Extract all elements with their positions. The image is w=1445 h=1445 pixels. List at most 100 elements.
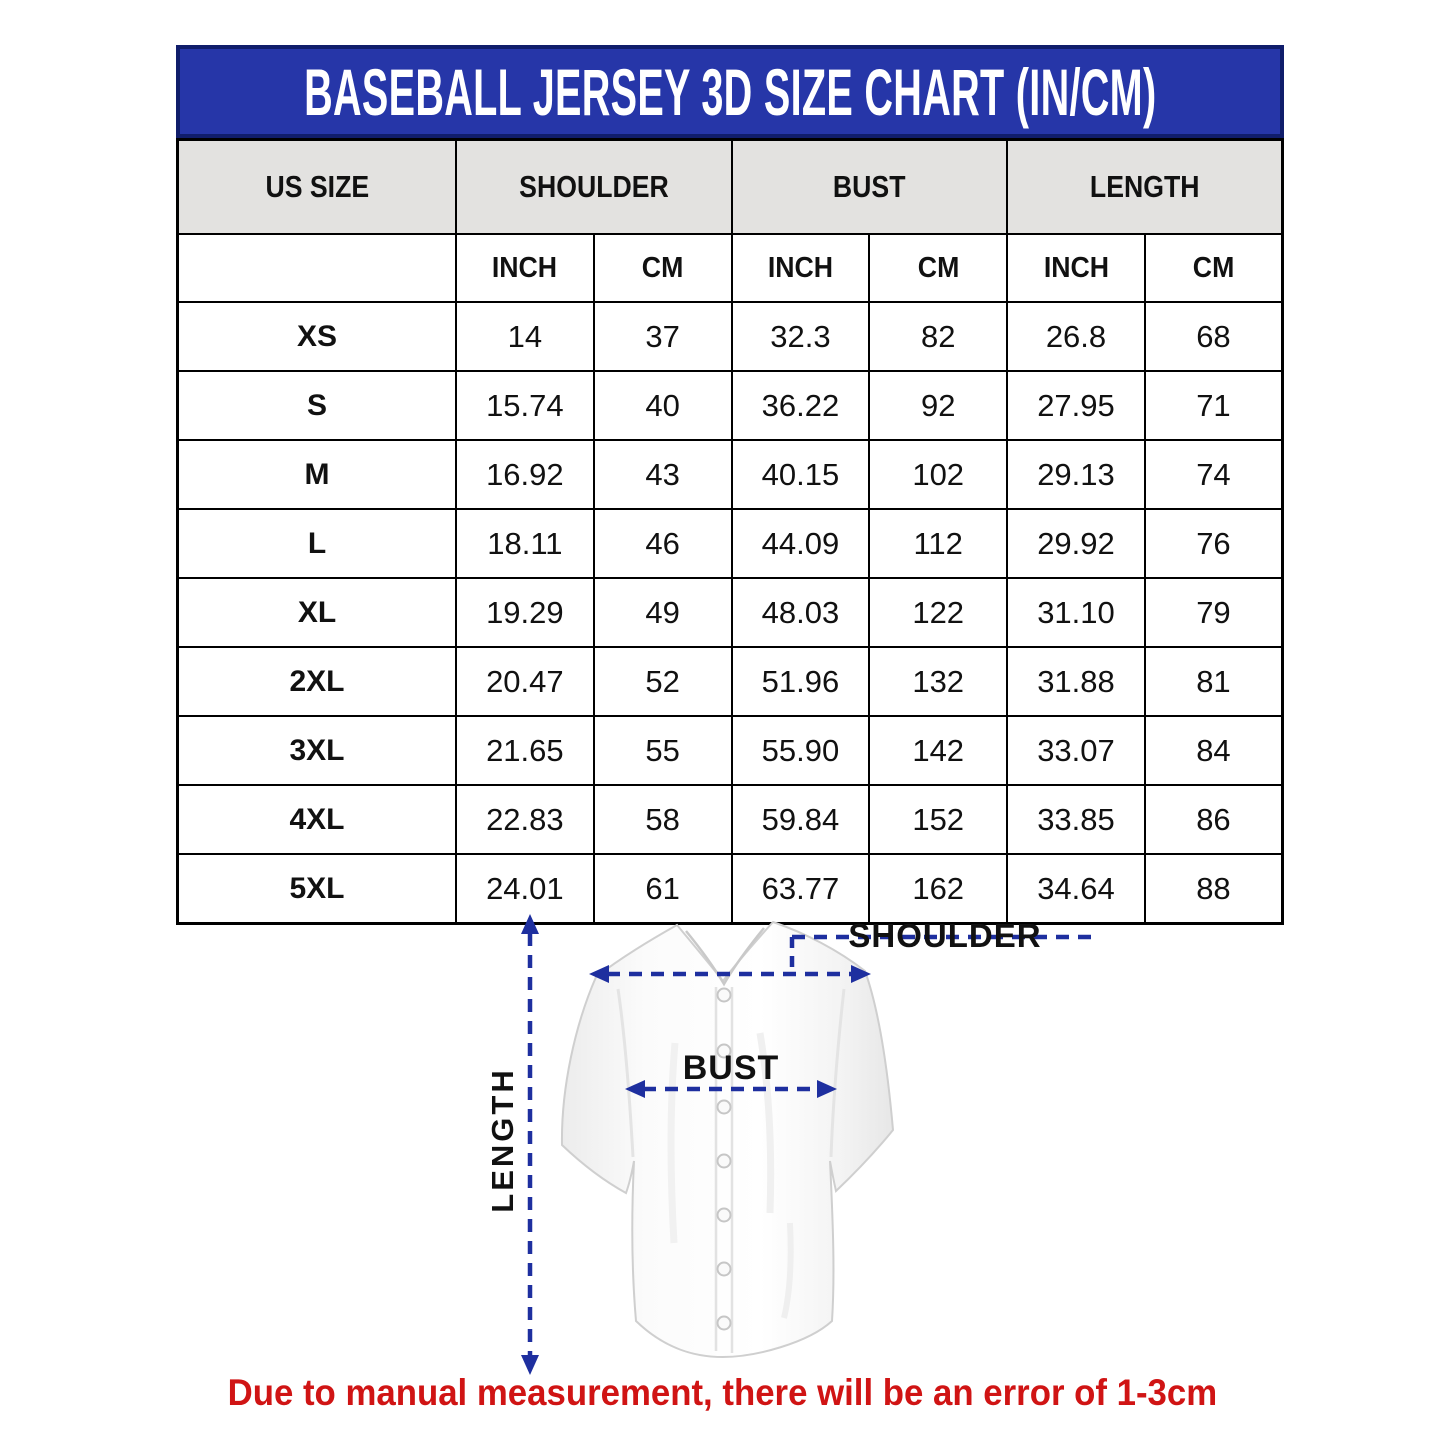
cell: 79 [1143, 577, 1284, 648]
cell: 34.64 [1006, 853, 1146, 925]
cell: 122 [868, 577, 1009, 648]
cell: 162 [868, 853, 1009, 925]
cell: 55.90 [730, 715, 871, 786]
cell: 58 [592, 784, 733, 855]
cell: 27.95 [1006, 370, 1146, 441]
cell: 20.47 [454, 646, 595, 717]
shoulder-label: SHOULDER [848, 917, 1041, 954]
cell: 81 [1143, 646, 1284, 717]
chart-title-bar: BASEBALL JERSEY 3D SIZE CHART (IN/CM) [176, 45, 1284, 138]
jersey-buttons [716, 987, 732, 1331]
col-header-length: LENGTH [1006, 138, 1284, 235]
length-arrow [521, 914, 539, 1375]
cell: 112 [868, 508, 1009, 579]
table-header-row: US SIZE SHOULDER BUST LENGTH [176, 138, 1284, 235]
cell: 29.92 [1006, 508, 1146, 579]
cell: 132 [868, 646, 1009, 717]
cell: 152 [868, 784, 1009, 855]
cell: 32.3 [730, 301, 871, 372]
cell: 19.29 [454, 577, 595, 648]
cell: 15.74 [454, 370, 595, 441]
cell: 14 [454, 301, 595, 372]
cell: 43 [592, 439, 733, 510]
size-label: S [176, 370, 457, 441]
size-table: US SIZE SHOULDER BUST LENGTH INCH CM INC… [176, 138, 1284, 925]
cell: 55 [592, 715, 733, 786]
chart-title: BASEBALL JERSEY 3D SIZE CHART (IN/CM) [303, 54, 1157, 129]
cell: 44.09 [730, 508, 871, 579]
size-label: XL [176, 577, 457, 648]
size-label: M [176, 439, 457, 510]
cell: 92 [868, 370, 1009, 441]
cell: 142 [868, 715, 1009, 786]
table-row-3xl: 3XL 21.65 55 55.90 142 33.07 84 [176, 715, 1284, 786]
cell: 71 [1143, 370, 1284, 441]
cell: 21.65 [454, 715, 595, 786]
table-row-m: M 16.92 43 40.15 102 29.13 74 [176, 439, 1284, 510]
bust-label: BUST [683, 1049, 780, 1087]
cell: 31.10 [1006, 577, 1146, 648]
size-label: 2XL [176, 646, 457, 717]
table-unit-row: INCH CM INCH CM INCH CM [176, 233, 1284, 303]
cell: 68 [1143, 301, 1284, 372]
cell: 88 [1143, 853, 1284, 925]
unit-cell: INCH [454, 233, 595, 303]
size-label: 3XL [176, 715, 457, 786]
cell: 16.92 [454, 439, 595, 510]
table-row-xs: XS 14 37 32.3 82 26.8 68 [176, 301, 1284, 372]
cell: 29.13 [1006, 439, 1146, 510]
cell: 37 [592, 301, 733, 372]
cell: 86 [1143, 784, 1284, 855]
cell: 33.07 [1006, 715, 1146, 786]
unit-cell: CM [1143, 233, 1284, 303]
size-label: XS [176, 301, 457, 372]
cell: 52 [592, 646, 733, 717]
cell: 40 [592, 370, 733, 441]
cell: 33.85 [1006, 784, 1146, 855]
length-label: LENGTH [485, 1067, 520, 1212]
cell: 102 [868, 439, 1009, 510]
cell: 74 [1143, 439, 1284, 510]
collar-line [685, 927, 765, 987]
table-row-xl: XL 19.29 49 48.03 122 31.10 79 [176, 577, 1284, 648]
col-header-shoulder: SHOULDER [454, 138, 733, 235]
cell: 46 [592, 508, 733, 579]
col-header-bust: BUST [730, 138, 1009, 235]
col-header-us-size: US SIZE [176, 138, 457, 235]
cell: 18.11 [454, 508, 595, 579]
unit-cell: INCH [1006, 233, 1146, 303]
cell: 36.22 [730, 370, 871, 441]
bust-arrow [625, 1080, 837, 1098]
table-row-5xl: 5XL 24.01 61 63.77 162 34.64 88 [176, 853, 1284, 925]
unit-cell-blank [176, 233, 457, 303]
cell: 40.15 [730, 439, 871, 510]
cell: 51.96 [730, 646, 871, 717]
jersey-measurement-diagram: LENGTH SHOULDER BUST [485, 914, 1095, 1375]
unit-cell: CM [868, 233, 1009, 303]
unit-cell: CM [592, 233, 733, 303]
cell: 76 [1143, 508, 1284, 579]
size-label: 4XL [176, 784, 457, 855]
size-label: L [176, 508, 457, 579]
table-row-2xl: 2XL 20.47 52 51.96 132 31.88 81 [176, 646, 1284, 717]
table-row-l: L 18.11 46 44.09 112 29.92 76 [176, 508, 1284, 579]
cell: 22.83 [454, 784, 595, 855]
cell: 26.8 [1006, 301, 1146, 372]
cell: 48.03 [730, 577, 871, 648]
shoulder-label-line [789, 934, 1095, 970]
measurement-disclaimer: Due to manual measurement, there will be… [227, 1372, 1218, 1413]
cell: 59.84 [730, 784, 871, 855]
cell: 49 [592, 577, 733, 648]
cell: 31.88 [1006, 646, 1146, 717]
unit-cell: INCH [730, 233, 871, 303]
table-row-s: S 15.74 40 36.22 92 27.95 71 [176, 370, 1284, 441]
cell: 24.01 [454, 853, 595, 925]
size-label: 5XL [176, 853, 457, 925]
cell: 84 [1143, 715, 1284, 786]
jersey-illustration [560, 920, 895, 1359]
cell: 82 [868, 301, 1009, 372]
cell: 61 [592, 853, 733, 925]
shoulder-arrow [589, 965, 871, 983]
table-row-4xl: 4XL 22.83 58 59.84 152 33.85 86 [176, 784, 1284, 855]
